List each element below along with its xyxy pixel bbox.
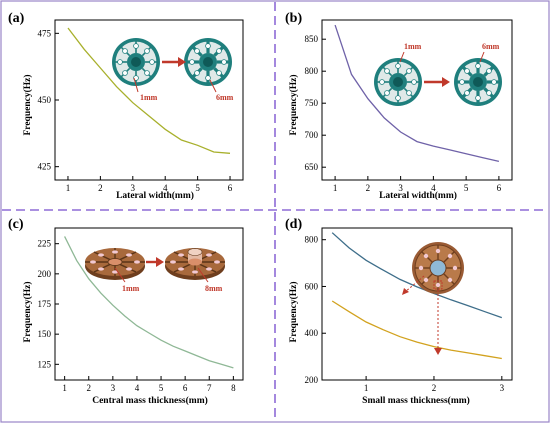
y-tick-label: 800 [305,66,319,76]
x-tick-label: 2 [98,183,103,193]
x-tick-label: 3 [500,383,505,393]
x-tick-label: 4 [431,183,436,193]
x-tick-label: 2 [86,383,91,393]
x-tick-label: 4 [163,183,168,193]
x-tick-label: 6 [228,183,233,193]
x-tick-label: 3 [131,183,136,193]
ylabel-b: Frequency(Hz) [288,74,299,135]
disk-icon [374,58,422,106]
panel-d: 1 2 3 200 400 600 800 [305,227,513,393]
x-tick-label: 7 [207,383,212,393]
disk-icon [85,248,145,280]
series-line-b-1 [334,24,500,163]
disk-icon [412,242,464,294]
panel-letter-c: (c) [8,217,24,232]
arrow-icon [156,257,164,267]
x-tick-label: 1 [66,183,71,193]
y-tick-label: 475 [38,28,52,38]
arrow-icon [442,77,450,87]
panel-letter-b: (b) [285,11,302,26]
disk-icon [165,248,225,280]
anno-c-2: 8mm [205,284,223,293]
x-tick-label: 2 [432,383,437,393]
x-tick-label: 3 [111,383,116,393]
y-tick-label: 450 [38,95,52,105]
anno-a-1: 1mm [140,93,158,102]
ylabel-c: Frequency(Hz) [22,281,33,342]
inset-a: 1mm 6mm [112,38,234,102]
inset-d [402,242,464,355]
y-tick-label: 850 [305,34,319,44]
y-tick-label: 150 [38,329,52,339]
x-tick-label: 5 [159,383,164,393]
ylabel-a: Frequency(Hz) [22,74,33,135]
arrow-icon [402,288,409,295]
x-tick-label: 1 [364,383,369,393]
y-tick-label: 200 [305,375,319,385]
inset-c: 1mm 8mm [85,248,225,293]
y-tick-label: 650 [305,162,319,172]
plot-frame-d [321,227,513,381]
plot-frame-b [321,19,513,181]
y-tick-label: 200 [38,269,52,279]
anno-b-1: 1mm [404,42,422,51]
arrow-icon [178,57,186,67]
series-line-c-1 [64,236,234,369]
arrow-icon [434,348,442,355]
y-tick-label: 800 [305,235,319,245]
plot-frame-c [54,227,244,381]
y-tick-label: 125 [38,359,52,369]
y-tick-label: 400 [305,328,319,338]
panel-letter-d: (d) [285,217,302,232]
x-tick-label: 1 [62,383,67,393]
anno-a-2: 6mm [216,93,234,102]
disk-icon [184,38,232,86]
disk-icon [112,38,160,86]
xlabel-a: Lateral width(mm) [116,190,194,201]
y-tick-label: 225 [38,239,52,249]
series-line-d-2 [331,300,502,360]
anno-c-1: 1mm [122,284,140,293]
disk-icon [454,58,502,106]
y-tick-label: 600 [305,281,319,291]
panel-b: 1 2 3 4 5 6 650 700 750 800 850 [305,19,513,193]
ylabel-d: Frequency(Hz) [288,281,299,342]
x-tick-label: 8 [231,383,236,393]
x-tick-label: 6 [183,383,188,393]
x-tick-label: 1 [333,183,338,193]
x-tick-label: 5 [195,183,200,193]
y-tick-label: 425 [38,162,52,172]
anno-b-2: 6mm [482,42,500,51]
panel-letter-a: (a) [8,11,25,26]
xlabel-c: Central mass thickness(mm) [92,395,208,406]
y-tick-label: 700 [305,130,319,140]
x-tick-label: 3 [398,183,403,193]
panel-a: 1 2 3 4 5 6 425 450 475 [38,19,244,193]
inset-b: 1mm 6mm [374,42,502,106]
series-line-d-1 [331,232,503,319]
y-tick-label: 750 [305,98,319,108]
series-line-a-1 [67,27,231,154]
y-tick-label: 175 [38,299,52,309]
panel-c: 1 2 3 4 5 6 7 8 125 150 175 200 225 [38,227,244,393]
x-tick-label: 5 [464,183,469,193]
x-tick-label: 4 [135,383,140,393]
xlabel-d: Small mass thickness(mm) [362,395,470,406]
x-tick-label: 2 [366,183,371,193]
xlabel-b: Lateral width(mm) [379,190,457,201]
x-tick-label: 6 [497,183,502,193]
